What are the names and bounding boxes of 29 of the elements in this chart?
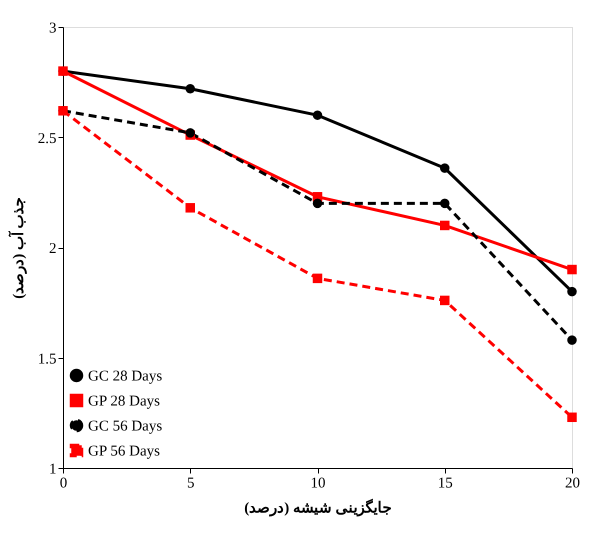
- legend-label: GP 28 Days: [88, 394, 160, 410]
- legend-label: GC 28 Days: [88, 368, 162, 384]
- point: [312, 274, 322, 284]
- point: [440, 198, 450, 208]
- y-tick-label: 2: [49, 241, 56, 257]
- point: [312, 198, 322, 208]
- y-tick-label: 1.5: [38, 351, 56, 368]
- x-tick-label: 15: [438, 476, 453, 492]
- point: [440, 163, 450, 173]
- point: [440, 220, 450, 230]
- x-tick-label: 5: [187, 476, 194, 492]
- legend-label: GC 56 Days: [88, 418, 162, 434]
- y-tick-label: 2.5: [38, 130, 56, 147]
- point: [567, 264, 577, 274]
- point: [567, 286, 577, 296]
- point: [440, 296, 450, 306]
- point: [186, 203, 195, 213]
- y-axis-title: جذب آب (درصد): [8, 197, 27, 299]
- x-axis-title: جایگزینی شیشه (درصد): [244, 498, 392, 516]
- legend-label: GP 56 Days: [88, 444, 160, 460]
- point: [312, 110, 322, 120]
- y-tick-label: 1: [49, 462, 56, 478]
- x-tick-label: 20: [565, 476, 580, 492]
- point: [567, 335, 577, 345]
- x-tick-label: 0: [60, 476, 68, 492]
- x-tick-label: 10: [310, 476, 326, 492]
- point: [567, 412, 577, 422]
- y-tick-label: 3: [49, 20, 56, 36]
- point: [186, 84, 195, 94]
